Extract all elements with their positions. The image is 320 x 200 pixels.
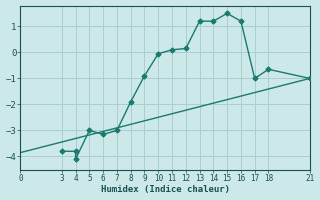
X-axis label: Humidex (Indice chaleur): Humidex (Indice chaleur) xyxy=(101,185,230,194)
